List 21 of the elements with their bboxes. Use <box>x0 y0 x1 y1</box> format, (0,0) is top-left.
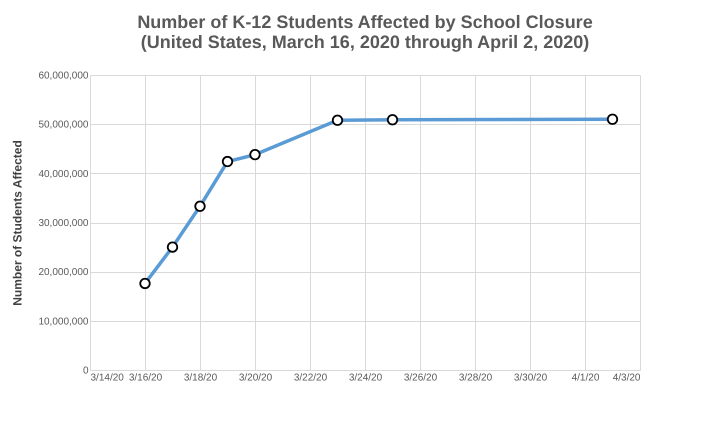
y-tick-label: 30,000,000 <box>38 218 89 229</box>
y-tick-label: 50,000,000 <box>38 120 89 131</box>
x-tick-label: 3/20/20 <box>238 372 273 384</box>
x-tick-label: 4/1/20 <box>572 372 600 384</box>
x-tick-label: 3/14/20 <box>90 372 124 384</box>
y-tick-label: 40,000,000 <box>38 168 89 180</box>
x-tick-label: 3/26/20 <box>404 372 438 384</box>
y-tick-label: 0 <box>82 366 89 376</box>
x-tick-label: 3/28/20 <box>458 372 493 384</box>
text: Number of K-12 Students Affected by School Closure <box>137 12 593 32</box>
x-tick-label: 3/22/20 <box>294 372 328 384</box>
x-tick-label: 3/30/20 <box>514 372 548 384</box>
y-tick-label: 10,000,000 <box>38 316 89 328</box>
x-tick-label: 3/16/20 <box>128 372 163 384</box>
x-tick-label: 3/24/20 <box>348 372 383 384</box>
x-tick-label: 3/18/20 <box>184 372 218 384</box>
x-tick-label: 4/3/20 <box>612 372 641 384</box>
text: (United States, March 16, 2020 through April 2, 2020) <box>140 32 590 52</box>
y-tick-label: 20,000,000 <box>38 267 89 278</box>
y-tick-label: 60,000,000 <box>38 70 89 82</box>
y-axis-title: Number of Students Affected <box>10 140 24 306</box>
